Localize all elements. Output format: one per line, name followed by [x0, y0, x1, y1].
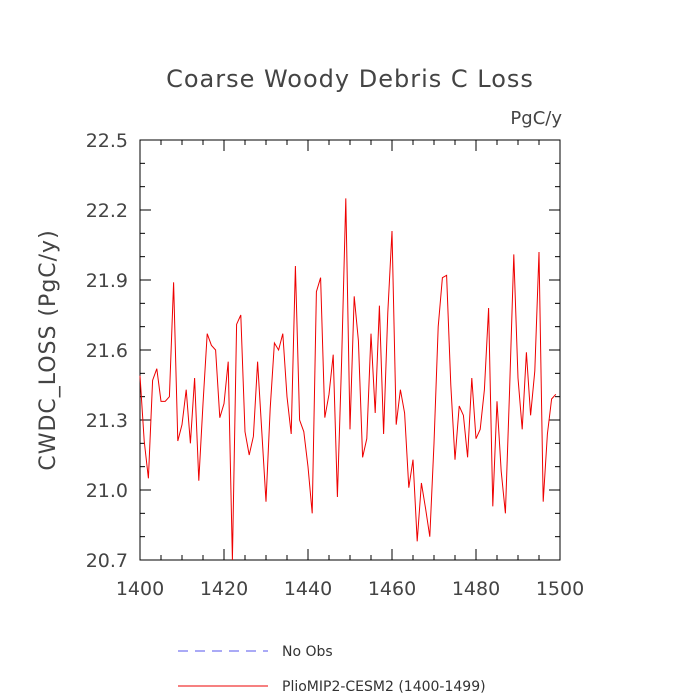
y-tick-label: 21.0 — [86, 480, 128, 502]
y-tick-label: 22.5 — [86, 130, 128, 152]
y-axis-label: CWDC_LOSS (PgC/y) — [36, 229, 61, 470]
x-tick-label: 1440 — [284, 578, 332, 600]
y-tick-label: 21.9 — [86, 270, 128, 292]
series-line-1 — [139, 198, 557, 561]
y-tick-label: 22.2 — [86, 200, 128, 222]
plot-area: 1400 1420 1440 1460 1480 1500 20.7 21.0 21.3 21.6… — [86, 130, 584, 600]
plot-frame — [139, 139, 561, 561]
legend: No Obs PlioMIP2-CESM2 (1400-1499) — [178, 644, 486, 695]
units-label: PgC/y — [510, 108, 562, 129]
x-tick-label: 1420 — [200, 578, 248, 600]
y-tick-label: 20.7 — [86, 550, 128, 572]
legend-label-no-obs: No Obs — [282, 644, 333, 660]
x-tick-label: 1400 — [116, 578, 164, 600]
x-tick-label: 1460 — [368, 578, 416, 600]
x-tick-label: 1500 — [536, 578, 584, 600]
y-tick-label: 21.6 — [86, 340, 128, 362]
y-tick-label: 21.3 — [86, 410, 128, 432]
legend-label-cesm2: PlioMIP2-CESM2 (1400-1499) — [282, 679, 486, 695]
chart-title: Coarse Woody Debris C Loss — [166, 65, 534, 93]
x-tick-label: 1480 — [452, 578, 500, 600]
